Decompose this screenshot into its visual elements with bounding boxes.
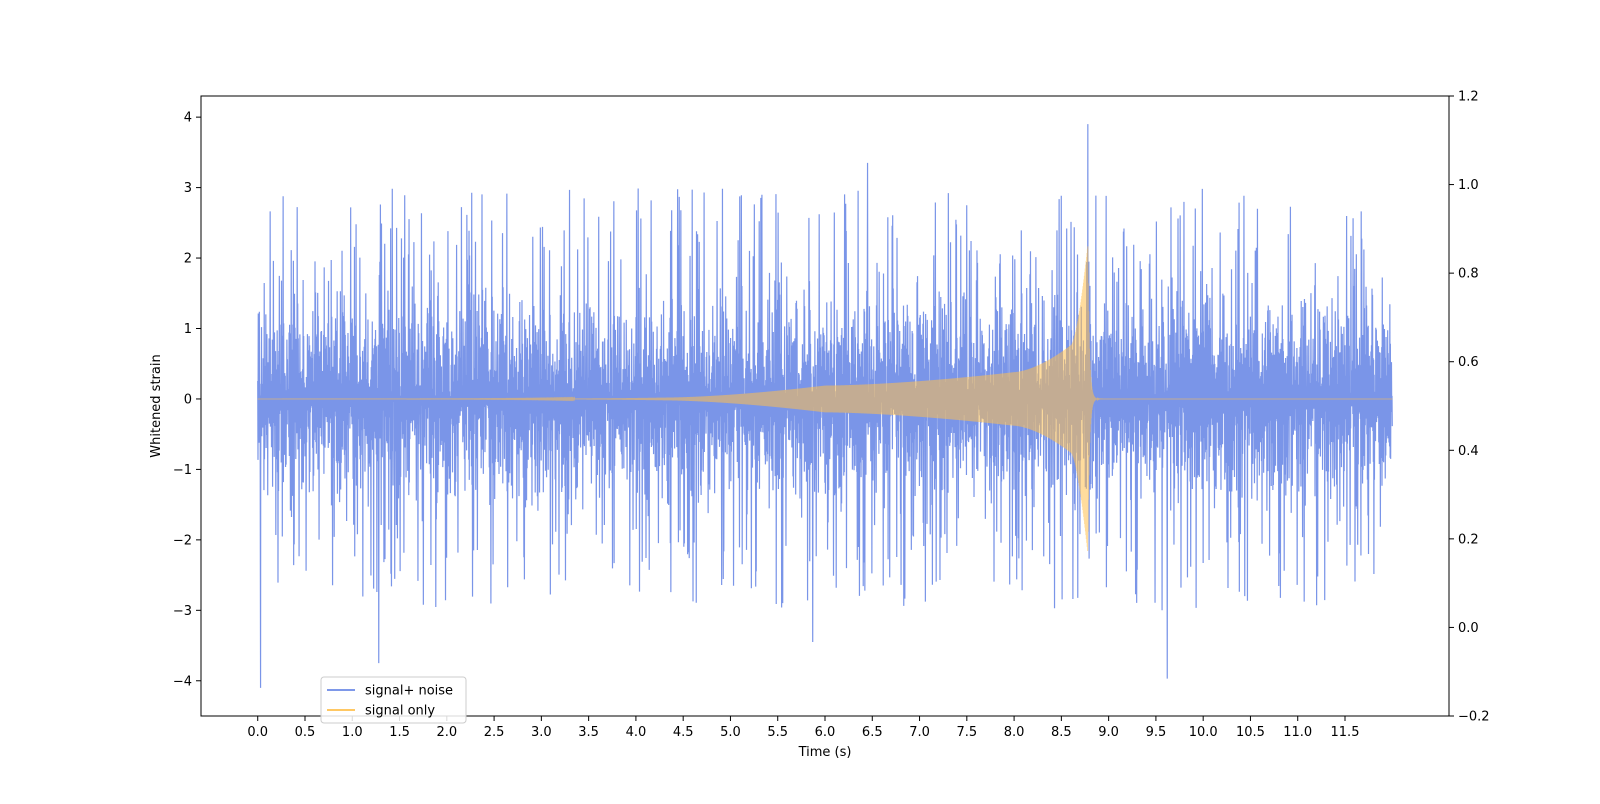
x-tick-label: 7.0 <box>909 725 930 740</box>
x-tick-label: 8.0 <box>1004 725 1025 740</box>
x-tick-label: 6.0 <box>815 725 836 740</box>
y-tick-label: −4 <box>173 674 192 689</box>
legend-box <box>320 676 467 724</box>
series-signal-noise-line <box>257 124 1393 688</box>
x-tick-label: 3.0 <box>531 725 552 740</box>
x-tick-label: 11.5 <box>1331 725 1360 740</box>
y-tick-label: −3 <box>173 604 192 619</box>
legend-label-signal-only: signal only <box>365 704 435 719</box>
y2-tick-label: 0.4 <box>1458 444 1479 459</box>
plot-frame <box>200 95 1450 717</box>
x-tick-label: 2.5 <box>484 725 505 740</box>
x-tick-label: 10.0 <box>1189 725 1218 740</box>
y2-tick-label: 0.6 <box>1458 355 1479 370</box>
x-tick-label: 3.5 <box>578 725 599 740</box>
x-tick-label: 2.0 <box>436 725 457 740</box>
x-tick-label: 9.0 <box>1098 725 1119 740</box>
x-tick-label: 4.5 <box>673 725 694 740</box>
y-tick-label: 0 <box>184 392 192 407</box>
legend-label-signal-noise: signal+ noise <box>365 684 453 699</box>
x-axis-label: Time (s) <box>798 745 852 760</box>
legend: signal+ noise signal only <box>320 676 467 724</box>
x-tick-label: 5.0 <box>720 725 741 740</box>
y2-tick-label: 0.8 <box>1458 267 1479 282</box>
x-tick-label: 6.5 <box>862 725 883 740</box>
y2-tick-label: 0.2 <box>1458 532 1479 547</box>
y2-tick-label: 1.2 <box>1458 90 1479 105</box>
x-tick-label: 11.0 <box>1283 725 1312 740</box>
y-tick-label: 1 <box>184 322 192 337</box>
y-tick-label: −2 <box>173 533 192 548</box>
x-tick-label: 9.5 <box>1146 725 1167 740</box>
x-tick-label: 8.5 <box>1051 725 1072 740</box>
x-tick-label: 4.0 <box>626 725 647 740</box>
x-tick-label: 1.5 <box>389 725 410 740</box>
x-tick-label: 0.0 <box>247 725 268 740</box>
y2-tick-label: 1.0 <box>1458 178 1479 193</box>
y2-tick-label: −0.2 <box>1458 710 1490 725</box>
y-tick-label: 3 <box>184 181 192 196</box>
x-tick-label: 5.5 <box>767 725 788 740</box>
x-tick-label: 1.0 <box>342 725 363 740</box>
y-tick-label: −1 <box>173 463 192 478</box>
x-tick-label: 10.5 <box>1236 725 1265 740</box>
series-signal-only-line <box>257 246 1393 551</box>
y-tick-label: 4 <box>184 111 192 126</box>
y2-tick-label: 0.0 <box>1458 621 1479 636</box>
y-axis-label: Whitened strain <box>149 354 164 457</box>
y-tick-label: 2 <box>184 252 192 267</box>
x-tick-label: 7.5 <box>956 725 977 740</box>
x-tick-label: 0.5 <box>295 725 316 740</box>
